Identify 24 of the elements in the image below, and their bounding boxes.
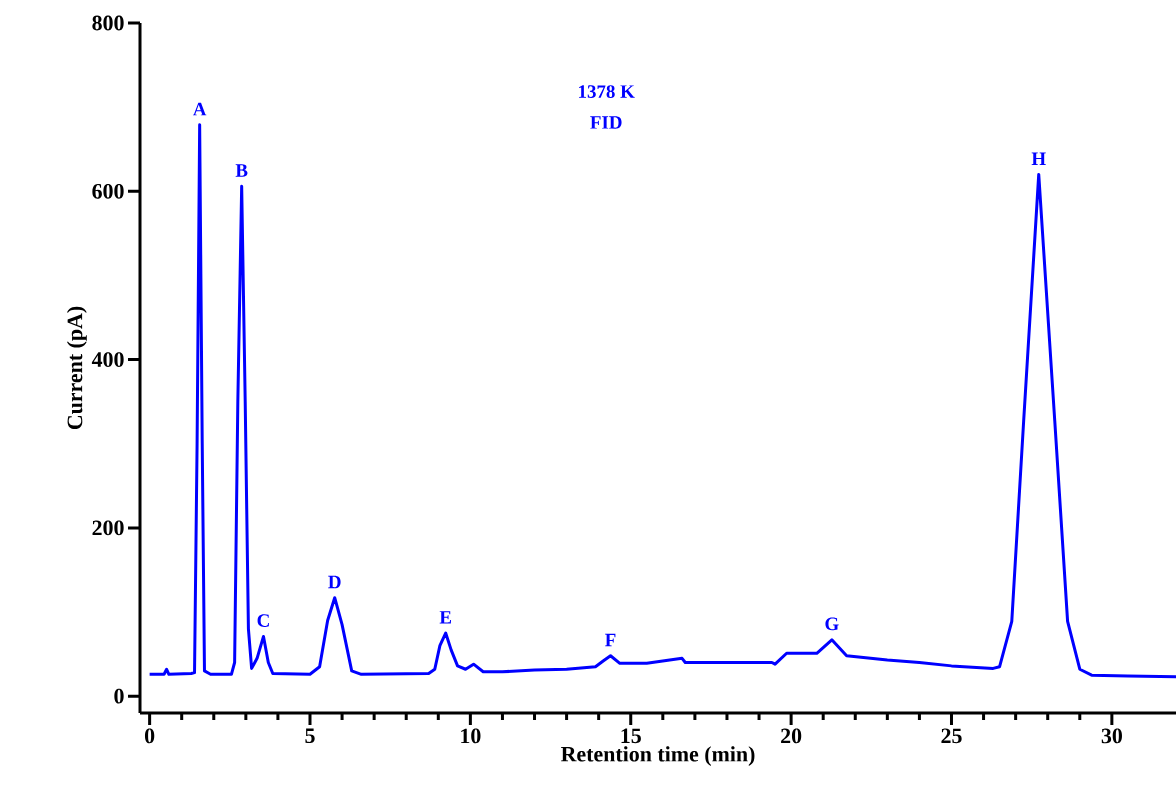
y-tick-label: 800 xyxy=(92,15,124,31)
annotation: D xyxy=(328,575,341,589)
annotation: C xyxy=(257,614,269,627)
annotation: E xyxy=(439,611,452,624)
annotation: A xyxy=(193,102,207,116)
y-tick-label: 600 xyxy=(92,183,124,199)
x-axis-title: Retention time (min) xyxy=(560,746,755,767)
annotation: 1378 K xyxy=(579,85,635,98)
y-tick-label: 200 xyxy=(92,520,124,536)
x-tick-label: 5 xyxy=(305,728,315,744)
x-tick-label: 10 xyxy=(461,728,481,744)
x-tick-label: 20 xyxy=(781,728,802,744)
x-tick-label: 0 xyxy=(144,728,155,744)
annotation: FID xyxy=(590,116,622,129)
y-tick-label: 400 xyxy=(91,352,124,367)
x-tick-label: 15 xyxy=(621,728,641,744)
annotation: B xyxy=(235,164,248,177)
x-tick-label: 30 xyxy=(1101,728,1122,744)
annotation: G xyxy=(825,617,839,631)
y-axis-title: Current (pA) xyxy=(66,306,87,430)
annotation: F xyxy=(605,633,616,647)
x-tick-label: 25 xyxy=(941,728,962,744)
annotation: H xyxy=(1031,152,1046,165)
y-tick-label: 0 xyxy=(114,688,124,704)
